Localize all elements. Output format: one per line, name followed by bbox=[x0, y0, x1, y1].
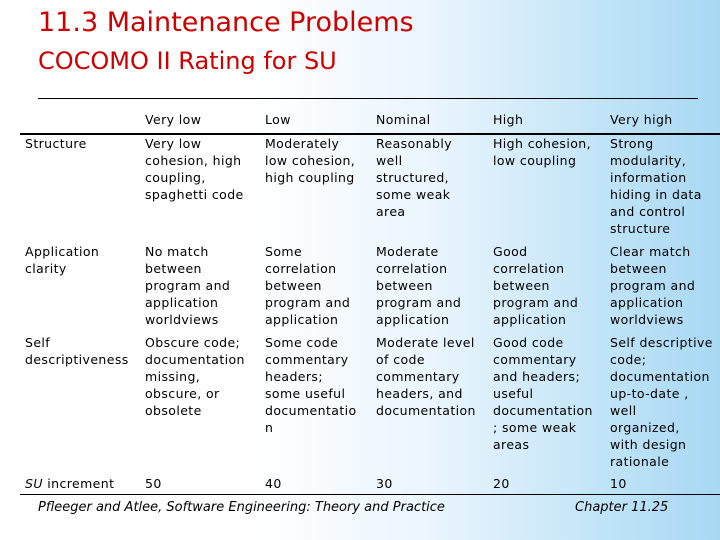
row-label-su-increment: SU increment bbox=[25, 475, 143, 492]
table-cell: 50 bbox=[145, 476, 162, 491]
table-cell: Good correlation between program and app… bbox=[493, 244, 579, 327]
table-bottom-divider bbox=[20, 494, 720, 495]
table-cell: Moderately low cohesion, high coupling bbox=[265, 136, 356, 185]
table-cell: 40 bbox=[265, 476, 282, 491]
table-cell: Good code commentary and headers; useful… bbox=[493, 335, 593, 452]
table-cell: Some correlation between program and app… bbox=[265, 244, 351, 327]
row-label-application-clarity: Application clarity bbox=[25, 244, 100, 276]
table-cell: 30 bbox=[376, 476, 393, 491]
table-cell: Moderate correlation between program and… bbox=[376, 244, 462, 327]
table-cell: Obscure code; documentation missing, obs… bbox=[145, 335, 245, 418]
table-cell: Self descriptive code; documentation up-… bbox=[610, 335, 713, 469]
header-divider bbox=[20, 133, 720, 135]
table-cell: 10 bbox=[610, 476, 627, 491]
table-cell: No match between program and application… bbox=[145, 244, 231, 327]
header-high: High bbox=[493, 112, 524, 127]
title-divider bbox=[38, 98, 698, 99]
table-cell: 20 bbox=[493, 476, 510, 491]
row-label-self-descriptiveness: Self descriptiveness bbox=[25, 335, 129, 367]
table-cell: Clear match between program and applicat… bbox=[610, 244, 696, 327]
su-abbreviation: SU bbox=[25, 476, 43, 491]
slide-title: 11.3 Maintenance Problems bbox=[38, 7, 414, 38]
footer-citation: Pfleeger and Atlee, Software Engineering… bbox=[38, 500, 445, 515]
table-cell: High cohesion, low coupling bbox=[493, 136, 591, 168]
table-cell: Strong modularity, information hiding in… bbox=[610, 136, 702, 236]
table-cell: Moderate level of code commentary header… bbox=[376, 335, 476, 418]
slide-subtitle: COCOMO II Rating for SU bbox=[38, 47, 337, 75]
table-cell: Some code commentary headers; some usefu… bbox=[265, 335, 357, 435]
header-nominal: Nominal bbox=[376, 112, 431, 127]
increment-label: increment bbox=[42, 476, 115, 491]
header-very-high: Very high bbox=[610, 112, 673, 127]
row-label-structure: Structure bbox=[25, 136, 87, 151]
header-low: Low bbox=[265, 112, 291, 127]
footer-page-number: Chapter 11.25 bbox=[575, 500, 669, 515]
table-cell: Reasonably well structured, some weak ar… bbox=[376, 136, 453, 219]
table-cell: Very low cohesion, high coupling, spaghe… bbox=[145, 136, 244, 202]
header-very-low: Very low bbox=[145, 112, 202, 127]
